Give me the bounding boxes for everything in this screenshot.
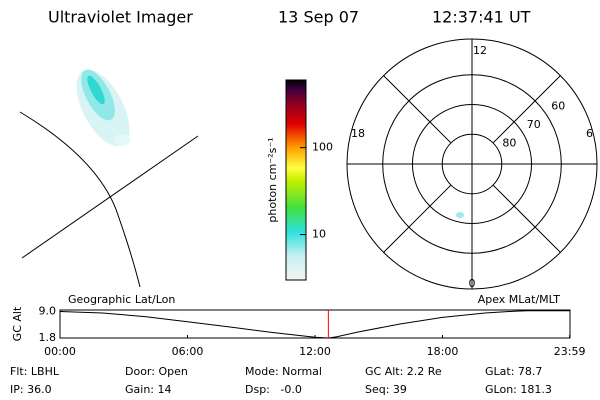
map-line <box>21 135 199 259</box>
lat-label: 80 <box>502 137 516 150</box>
mlt-label: 12 <box>473 44 487 57</box>
x-tick-label: 18:00 <box>427 345 459 358</box>
colorbar <box>285 79 307 281</box>
status-field: Gain: 14 <box>125 383 172 396</box>
y-axis-label: GC Alt <box>11 306 24 341</box>
time: 12:37:41 UT <box>432 8 531 27</box>
aurora-blob <box>76 69 130 147</box>
colorbar-label: photon cm⁻²s⁻¹ <box>266 137 279 222</box>
plot-frame <box>59 309 571 339</box>
status-field: GLat: 78.7 <box>485 365 542 378</box>
mlt-label: 6 <box>586 127 593 140</box>
right-label: Apex MLat/MLT <box>478 293 561 306</box>
mlt-label: 18 <box>351 127 365 140</box>
status-field: GC Alt: 2.2 Re <box>365 365 442 378</box>
aurora-spot <box>456 212 464 218</box>
x-tick-label: 06:00 <box>172 345 204 358</box>
status-field: IP: 36.0 <box>10 383 52 396</box>
status-field: Seq: 39 <box>365 383 407 396</box>
status-field: Mode: Normal <box>245 365 322 378</box>
x-tick-label: 00:00 <box>44 345 76 358</box>
y-tick-label: 9.0 <box>39 304 57 317</box>
mlt-spoke <box>383 184 452 253</box>
instrument: Ultraviolet Imager <box>48 8 193 27</box>
mlt-spoke <box>383 75 452 144</box>
lat-label: 60 <box>551 100 565 113</box>
colorbar-tick-label: 100 <box>312 141 333 154</box>
geographic-panel <box>19 69 199 288</box>
x-tick-label: 12:00 <box>299 345 331 358</box>
mlt-spoke <box>492 75 561 144</box>
date: 13 Sep 07 <box>278 8 359 27</box>
altitude-line <box>59 310 570 339</box>
status-field: GLon: 181.3 <box>485 383 552 396</box>
status-field: Flt: LBHL <box>10 365 60 378</box>
map-line <box>19 111 141 288</box>
y-tick-label: 1.8 <box>39 331 57 344</box>
x-tick-label: 23:59 <box>554 345 586 358</box>
mlt-label: 0 <box>469 277 476 290</box>
colorbar-tick-label: 10 <box>312 228 326 241</box>
lat-label: 70 <box>527 118 541 131</box>
left-label: Geographic Lat/Lon <box>68 293 175 306</box>
status-field: Dsp: -0.0 <box>245 383 302 396</box>
status-field: Door: Open <box>125 365 188 378</box>
mlt-spoke <box>492 184 561 253</box>
